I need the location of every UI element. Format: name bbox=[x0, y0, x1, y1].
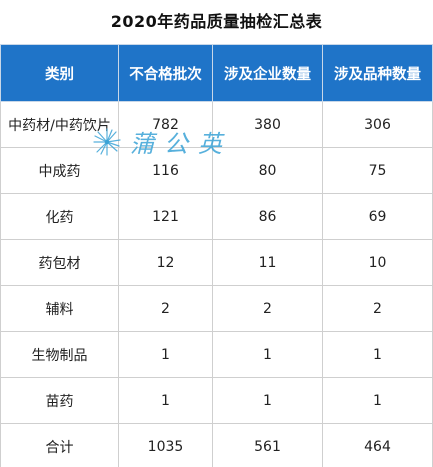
cell-enterprises: 1 bbox=[212, 377, 323, 424]
cell-varieties: 1 bbox=[322, 377, 433, 424]
cell-category: 化药 bbox=[0, 193, 119, 240]
cell-enterprises: 80 bbox=[212, 147, 323, 194]
cell-varieties: 2 bbox=[322, 285, 433, 332]
cell-enterprises: 1 bbox=[212, 331, 323, 378]
cell-enterprises: 561 bbox=[212, 423, 323, 467]
table-row: 中药材/中药饮片 782 380 306 bbox=[0, 101, 433, 148]
cell-enterprises: 2 bbox=[212, 285, 323, 332]
table-row: 辅料 2 2 2 bbox=[0, 285, 433, 332]
header-enterprise-count: 涉及企业数量 bbox=[212, 44, 323, 102]
cell-enterprises: 380 bbox=[212, 101, 323, 148]
cell-enterprises: 86 bbox=[212, 193, 323, 240]
table-row: 化药 121 86 69 bbox=[0, 193, 433, 240]
table-row: 苗药 1 1 1 bbox=[0, 377, 433, 424]
cell-category: 苗药 bbox=[0, 377, 119, 424]
table-row: 生物制品 1 1 1 bbox=[0, 331, 433, 378]
table-row-total: 合计 1035 561 464 bbox=[0, 423, 433, 467]
cell-batches: 12 bbox=[118, 239, 213, 286]
cell-batches: 782 bbox=[118, 101, 213, 148]
header-unqualified-batches: 不合格批次 bbox=[118, 44, 213, 102]
table-row: 药包材 12 11 10 bbox=[0, 239, 433, 286]
cell-category: 中成药 bbox=[0, 147, 119, 194]
cell-batches: 1 bbox=[118, 331, 213, 378]
cell-varieties: 10 bbox=[322, 239, 433, 286]
cell-batches: 1035 bbox=[118, 423, 213, 467]
table-title: 2020年药品质量抽检汇总表 bbox=[110, 12, 323, 31]
cell-category: 合计 bbox=[0, 423, 119, 467]
cell-enterprises: 11 bbox=[212, 239, 323, 286]
cell-batches: 121 bbox=[118, 193, 213, 240]
cell-batches: 116 bbox=[118, 147, 213, 194]
table-row: 中成药 116 80 75 bbox=[0, 147, 433, 194]
header-variety-count: 涉及品种数量 bbox=[322, 44, 433, 102]
header-row: 类别 不合格批次 涉及企业数量 涉及品种数量 bbox=[0, 44, 433, 102]
cell-category: 辅料 bbox=[0, 285, 119, 332]
cell-category: 中药材/中药饮片 bbox=[0, 101, 119, 148]
inspection-summary-table: 类别 不合格批次 涉及企业数量 涉及品种数量 中药材/中药饮片 782 380 … bbox=[0, 44, 433, 467]
cell-varieties: 75 bbox=[322, 147, 433, 194]
header-category: 类别 bbox=[0, 44, 119, 102]
cell-batches: 1 bbox=[118, 377, 213, 424]
cell-varieties: 1 bbox=[322, 331, 433, 378]
cell-varieties: 464 bbox=[322, 423, 433, 467]
cell-varieties: 306 bbox=[322, 101, 433, 148]
cell-batches: 2 bbox=[118, 285, 213, 332]
cell-varieties: 69 bbox=[322, 193, 433, 240]
cell-category: 生物制品 bbox=[0, 331, 119, 378]
cell-category: 药包材 bbox=[0, 239, 119, 286]
